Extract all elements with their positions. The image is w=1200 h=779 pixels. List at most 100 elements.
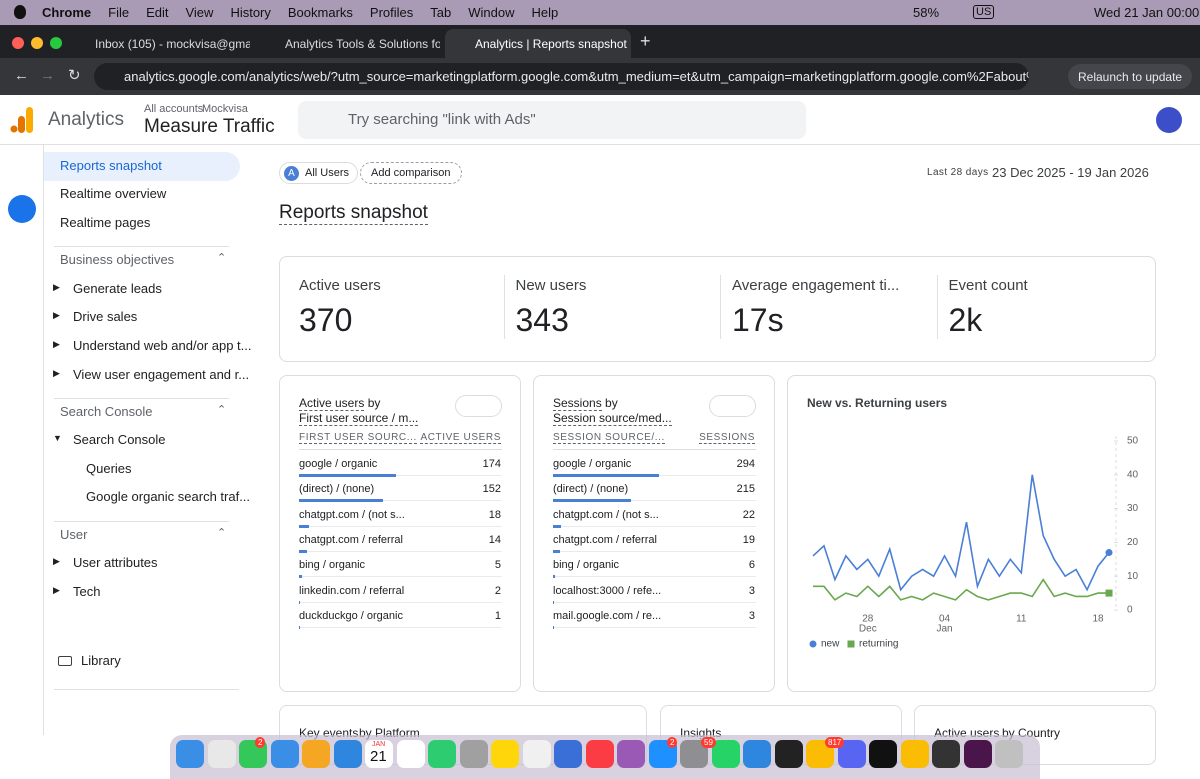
dock-icon[interactable] (963, 740, 992, 768)
close-window[interactable] (12, 37, 24, 49)
minimize-window[interactable] (31, 37, 43, 49)
dock-icon[interactable] (333, 740, 362, 768)
metric-label[interactable]: Event count (948, 277, 1028, 294)
menu-item[interactable]: History (230, 5, 271, 20)
new-tab[interactable]: + (640, 31, 651, 51)
row-label[interactable]: (direct) / (none) (299, 483, 375, 496)
row-label[interactable]: chatgpt.com / (not s... (553, 508, 659, 521)
tab-active[interactable]: Analytics | Reports snapshot (445, 29, 631, 58)
menu-item[interactable]: Edit (146, 5, 169, 20)
dimension-name[interactable]: First user source / m... (299, 411, 419, 426)
section-title[interactable]: Business objectives (60, 252, 175, 267)
dock-icon[interactable] (869, 740, 897, 768)
nav-item[interactable]: View user engagement and r... (73, 367, 250, 382)
back-button[interactable]: ← (14, 67, 29, 84)
dock-icon[interactable] (932, 740, 960, 768)
row-label[interactable]: google / organic (553, 458, 632, 470)
app-menu[interactable]: Chrome (42, 5, 92, 20)
compare-chip[interactable] (709, 395, 756, 417)
dock-icon[interactable] (365, 740, 393, 768)
dimension-name[interactable]: Session source/med... (553, 411, 672, 426)
menu-item[interactable]: File (108, 5, 130, 20)
section-title[interactable]: User (60, 527, 88, 542)
dock-icon[interactable] (302, 740, 330, 768)
row-label[interactable]: localhost:3000 / refe... (553, 584, 662, 597)
search-box[interactable]: Try searching "link with Ads" (298, 101, 806, 139)
property-selector[interactable]: Measure Traffic (144, 116, 275, 137)
legend-label[interactable]: new (821, 639, 840, 650)
dock-icon[interactable] (617, 740, 645, 768)
metric-label[interactable]: Active users (299, 277, 381, 294)
breadcrumb[interactable]: All accounts (144, 103, 204, 115)
dock-icon[interactable] (554, 740, 582, 768)
dock-icon[interactable] (774, 740, 803, 768)
nav-subitem[interactable]: Google organic search traf... (86, 489, 251, 504)
input-source[interactable]: US (973, 5, 995, 19)
menu-item[interactable]: Profiles (369, 5, 414, 20)
row-label[interactable]: (direct) / (none) (553, 483, 629, 496)
metric-label[interactable]: Average engagement ti... (732, 277, 900, 294)
nav-item[interactable]: Tech (73, 584, 101, 599)
nav-item[interactable]: Drive sales (73, 309, 138, 324)
row-label[interactable]: mail.google.com / re... (553, 609, 662, 622)
dock-icon[interactable] (995, 740, 1023, 768)
row-label[interactable]: chatgpt.com / (not s... (299, 508, 405, 521)
nav-item[interactable]: Understand web and/or app t... (73, 338, 252, 353)
account-name[interactable]: Mockvisa (202, 103, 248, 115)
nav-subitem[interactable]: Queries (86, 461, 132, 476)
menu-item[interactable]: Bookmarks (287, 5, 353, 20)
row-label[interactable]: linkedin.com / referral (299, 584, 405, 597)
metric-name[interactable]: Sessions (553, 396, 602, 411)
dock-icon[interactable] (522, 740, 551, 768)
dock-icon[interactable] (270, 740, 299, 768)
menu-item[interactable]: Window (468, 5, 515, 20)
battery[interactable]: 58% (913, 5, 940, 20)
apple-icon[interactable] (14, 5, 26, 19)
nav-item[interactable]: Generate leads (73, 281, 162, 296)
dock-icon[interactable] (396, 740, 425, 768)
nav-item[interactable]: Library (81, 653, 121, 668)
row-label[interactable]: duckduckgo / organic (299, 609, 403, 622)
tab[interactable]: Inbox (105) - mockvisa@gma (95, 37, 250, 51)
nav-item[interactable]: Search Console (73, 432, 166, 447)
compare-chip[interactable] (455, 395, 502, 417)
nav-item[interactable]: Reports snapshot (60, 158, 162, 173)
row-label[interactable]: chatgpt.com / referral (553, 533, 657, 546)
forward-button[interactable]: → (40, 67, 55, 84)
row-label[interactable]: chatgpt.com / referral (299, 533, 403, 546)
dock-icon[interactable] (743, 740, 771, 768)
dock-icon[interactable] (207, 740, 236, 768)
row-label[interactable]: bing / organic (553, 559, 620, 572)
date-range[interactable]: 23 Dec 2025 - 19 Jan 2026 (992, 165, 1149, 180)
nav-item[interactable]: Realtime overview (60, 186, 167, 201)
relaunch-button[interactable]: Relaunch to update (1068, 64, 1193, 89)
legend-label[interactable]: returning (859, 639, 898, 650)
segment-chip[interactable]: A All Users (279, 162, 359, 184)
nav-item[interactable]: User attributes (73, 555, 158, 570)
dock-icon[interactable] (711, 740, 740, 768)
metric-name[interactable]: Active users (299, 396, 365, 411)
tab[interactable]: Analytics Tools & Solutions fo (285, 37, 440, 51)
reports-icon[interactable] (8, 195, 36, 223)
dock-icon[interactable] (491, 740, 519, 768)
clock[interactable]: Wed 21 Jan 00:00 (1094, 5, 1200, 20)
url-field[interactable]: analytics.google.com/analytics/web/?utm_… (94, 63, 1029, 90)
dock-icon[interactable] (585, 740, 614, 768)
dock-icon[interactable] (176, 740, 204, 768)
section-title[interactable]: Search Console (60, 404, 153, 419)
nav-item[interactable]: Realtime pages (60, 215, 151, 230)
dock-icon[interactable] (428, 740, 456, 768)
menu-item[interactable]: View (185, 5, 214, 20)
row-label[interactable]: bing / organic (299, 559, 366, 572)
row-label[interactable]: google / organic (299, 458, 378, 470)
dock-icon[interactable] (900, 740, 929, 768)
menu-item[interactable]: Help (531, 5, 559, 20)
metric-label[interactable]: New users (515, 277, 587, 294)
account-avatar[interactable] (1156, 107, 1182, 133)
add-comparison[interactable]: Add comparison (360, 162, 462, 184)
zoom-window[interactable] (50, 37, 62, 49)
folder-icon (58, 656, 72, 666)
dock-icon[interactable] (459, 740, 488, 768)
reload-button[interactable]: ↻ (68, 67, 81, 84)
menu-item[interactable]: Tab (430, 5, 452, 20)
